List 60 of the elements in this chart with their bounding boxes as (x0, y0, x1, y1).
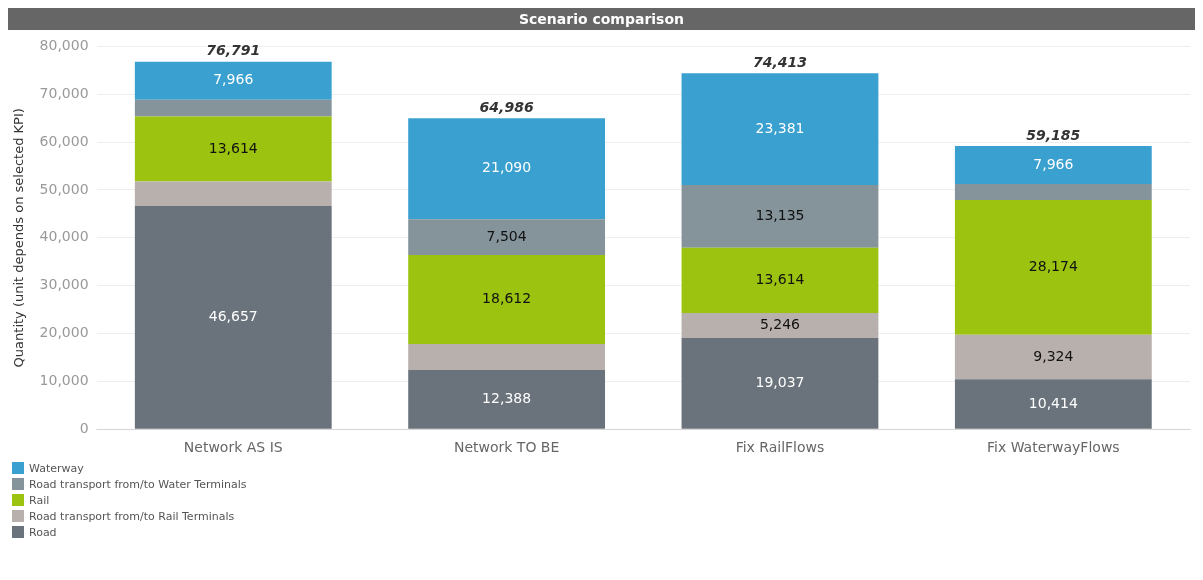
y-tick-label: 70,000 (39, 84, 89, 101)
bar (681, 73, 879, 186)
x-tick-label: Network TO BE (453, 439, 560, 456)
y-tick-label: 60,000 (39, 132, 89, 149)
legend-label: Road transport from/to Rail Terminals (29, 509, 235, 523)
legend-label: Waterway (29, 461, 84, 475)
bar (681, 185, 879, 248)
total-label: 74,413 (752, 53, 807, 70)
bar (954, 334, 1152, 380)
bar (134, 99, 332, 117)
data-label: 5,246 (759, 316, 801, 333)
x-tick-label: Network AS IS (183, 439, 283, 456)
bar (408, 118, 606, 220)
data-label: 9,324 (1033, 347, 1074, 364)
total-label: 59,185 (1026, 126, 1081, 143)
data-label: 23,381 (755, 119, 805, 136)
bar (954, 379, 1152, 429)
y-tick-label: 0 (79, 419, 89, 436)
bar (681, 313, 879, 339)
bar (681, 338, 879, 429)
y-tick-label: 20,000 (39, 324, 89, 341)
y-tick-label: 80,000 (39, 37, 89, 54)
bar (954, 184, 1152, 200)
bar (134, 181, 332, 206)
data-label: 7,504 (486, 227, 527, 244)
data-label: 46,657 (208, 307, 258, 324)
data-label: 7,966 (213, 71, 254, 88)
total-label: 76,791 (206, 42, 261, 59)
bar (134, 205, 332, 429)
y-tick-label: 10,000 (39, 371, 89, 388)
bar (408, 369, 606, 429)
data-label: 13,614 (755, 271, 805, 288)
y-tick-label: 40,000 (39, 228, 89, 245)
data-label: 28,174 (1028, 257, 1078, 274)
data-label: 21,090 (482, 159, 532, 176)
bar (134, 116, 332, 182)
bar (408, 344, 606, 370)
data-label: 13,614 (208, 139, 258, 156)
x-tick-label: Fix WaterwayFlows (987, 439, 1120, 456)
data-label: 19,037 (755, 374, 805, 391)
data-label: 7,966 (1033, 155, 1074, 172)
bar (681, 247, 879, 314)
data-label: 12,388 (482, 389, 532, 406)
total-label: 64,986 (479, 98, 534, 115)
y-axis-title: Quantity (unit depends on selected KPI) (11, 108, 27, 368)
y-tick-label: 30,000 (39, 276, 89, 293)
bar (134, 61, 332, 100)
data-label: 18,612 (482, 290, 532, 307)
chart-title: Scenario comparison (8, 8, 1195, 30)
bar (408, 219, 606, 256)
data-label: 13,135 (755, 207, 805, 224)
x-tick-label: Fix RailFlows (735, 439, 825, 456)
bar (408, 255, 606, 345)
bar (954, 199, 1152, 335)
data-label: 10,414 (1028, 394, 1078, 411)
legend-label: Road (29, 525, 57, 539)
y-tick-label: 50,000 (39, 180, 89, 197)
legend-label: Road transport from/to Water Terminals (29, 477, 247, 491)
bar (954, 146, 1152, 185)
legend-label: Rail (29, 493, 50, 507)
